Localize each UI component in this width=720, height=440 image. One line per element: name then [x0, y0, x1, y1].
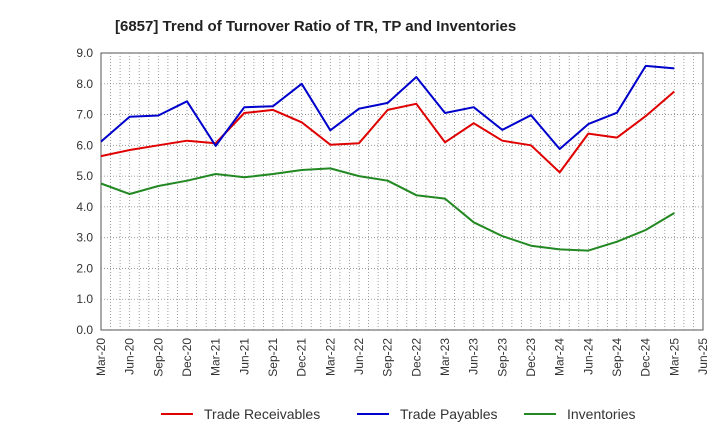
axis-layer: 0.0 1.0 2.0 3.0 4.0 5.0 6.0 7.0 8.0 9.0 Mar-20 Jun-…: [76, 46, 710, 377]
y-tick-label: 9.0: [76, 46, 93, 60]
y-tick-label: 0.0: [76, 323, 93, 337]
legend: Trade Receivables Trade Payables Inventori…: [161, 406, 635, 422]
x-tick-label: Sep-20: [151, 338, 165, 377]
x-tick-label: Mar-20: [94, 338, 108, 376]
x-tick-label: Sep-24: [610, 338, 624, 377]
legend-label-1: Trade Receivables: [204, 406, 320, 422]
x-tick-label: Sep-23: [495, 338, 509, 377]
x-tick-label: Jun-21: [237, 338, 251, 375]
series-line-2: [100, 64, 675, 150]
x-tick-label: Jun-23: [467, 338, 481, 375]
x-tick-label: Dec-20: [180, 338, 194, 377]
x-tick-label: Dec-21: [295, 338, 309, 377]
series-line-3: [100, 167, 675, 252]
y-tick-label: 3.0: [76, 231, 93, 245]
y-tick-label: 1.0: [76, 292, 93, 306]
y-tick-label: 6.0: [76, 138, 93, 152]
legend-label-2: Trade Payables: [400, 406, 498, 422]
x-tick-label: Jun-25: [696, 338, 710, 375]
grid-layer: [100, 52, 704, 331]
x-tick-label: Jun-22: [352, 338, 366, 375]
y-tick-label: 7.0: [76, 108, 93, 122]
x-tick-label: Jun-24: [581, 338, 595, 375]
x-tick-label: Dec-23: [524, 338, 538, 377]
y-tick-label: 8.0: [76, 77, 93, 91]
x-tick-label: Dec-22: [409, 338, 423, 377]
series-line-1: [100, 90, 675, 174]
y-tick-label: 4.0: [76, 200, 93, 214]
chart-title: [6857] Trend of Turnover Ratio of TR, TP…: [115, 18, 516, 35]
plot-area: [100, 52, 704, 331]
y-tick-label: 2.0: [76, 261, 93, 275]
x-tick-label: Sep-21: [266, 338, 280, 377]
x-tick-label: Mar-25: [667, 338, 681, 376]
x-tick-label: Mar-24: [553, 338, 567, 376]
series-layer: [100, 64, 675, 252]
x-tick-label: Sep-22: [381, 338, 395, 377]
x-tick-label: Dec-24: [639, 338, 653, 377]
x-tick-label: Mar-22: [323, 338, 337, 376]
x-tick-label: Mar-23: [438, 338, 452, 376]
x-tick-label: Mar-21: [209, 338, 223, 376]
y-tick-label: 5.0: [76, 169, 93, 183]
legend-label-3: Inventories: [567, 406, 635, 422]
x-tick-label: Jun-20: [123, 338, 137, 375]
